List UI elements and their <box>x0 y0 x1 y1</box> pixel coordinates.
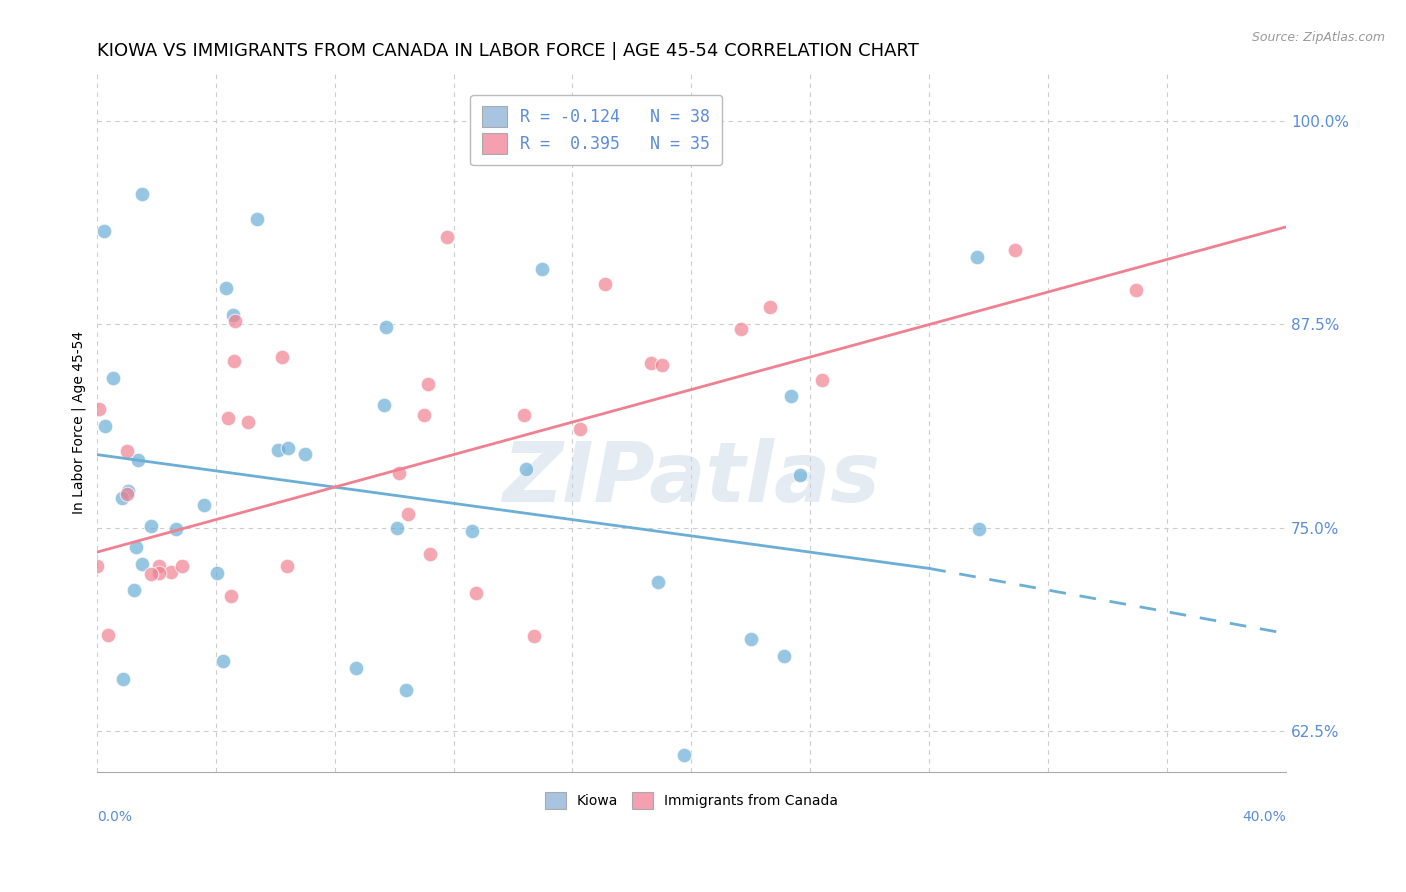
Point <box>647 574 669 589</box>
Point <box>214 281 236 295</box>
Point <box>276 559 298 574</box>
Point <box>222 354 245 368</box>
Point <box>394 682 416 697</box>
Point <box>238 415 260 429</box>
Point <box>515 462 537 476</box>
Point <box>523 629 546 643</box>
Point <box>139 567 162 582</box>
Point <box>277 441 299 455</box>
Point <box>967 522 990 536</box>
Point <box>131 187 153 202</box>
Point <box>139 518 162 533</box>
Point <box>224 314 246 328</box>
Point <box>127 453 149 467</box>
Point <box>212 653 235 667</box>
Legend: Kiowa, Immigrants from Canada: Kiowa, Immigrants from Canada <box>537 783 846 817</box>
Point <box>193 498 215 512</box>
Point <box>125 540 148 554</box>
Point <box>593 277 616 291</box>
Point <box>464 585 486 599</box>
Point <box>373 398 395 412</box>
Point <box>96 628 118 642</box>
Point <box>94 419 117 434</box>
Point <box>87 402 110 417</box>
Text: KIOWA VS IMMIGRANTS FROM CANADA IN LABOR FORCE | AGE 45-54 CORRELATION CHART: KIOWA VS IMMIGRANTS FROM CANADA IN LABOR… <box>97 42 918 60</box>
Text: Source: ZipAtlas.com: Source: ZipAtlas.com <box>1251 31 1385 45</box>
Point <box>412 408 434 422</box>
Point <box>758 300 780 314</box>
Point <box>115 443 138 458</box>
Point <box>294 448 316 462</box>
Y-axis label: In Labor Force | Age 45-54: In Labor Force | Age 45-54 <box>72 331 86 514</box>
Point <box>789 467 811 482</box>
Point <box>418 376 440 391</box>
Point <box>436 229 458 244</box>
Point <box>385 521 408 535</box>
Point <box>165 522 187 536</box>
Point <box>388 466 411 480</box>
Text: 0.0%: 0.0% <box>97 810 132 824</box>
Point <box>640 356 662 370</box>
Point <box>117 484 139 499</box>
Point <box>1125 283 1147 297</box>
Point <box>131 557 153 571</box>
Point <box>651 359 673 373</box>
Point <box>1004 244 1026 258</box>
Point <box>531 262 554 277</box>
Point <box>740 632 762 647</box>
Point <box>86 559 108 574</box>
Point <box>222 308 245 322</box>
Point <box>568 422 591 436</box>
Point <box>103 371 125 385</box>
Point <box>111 491 134 505</box>
Point <box>780 388 803 402</box>
Point <box>730 322 752 336</box>
Point <box>148 558 170 573</box>
Point <box>205 566 228 580</box>
Point <box>172 558 194 573</box>
Point <box>966 250 988 264</box>
Point <box>122 582 145 597</box>
Point <box>513 408 536 422</box>
Point <box>672 748 695 763</box>
Point <box>270 351 292 365</box>
Point <box>419 547 441 561</box>
Point <box>217 410 239 425</box>
Text: 40.0%: 40.0% <box>1243 810 1286 824</box>
Point <box>115 487 138 501</box>
Point <box>772 648 794 663</box>
Point <box>375 319 398 334</box>
Point <box>811 373 834 387</box>
Text: ZIPatlas: ZIPatlas <box>502 437 880 518</box>
Point <box>148 566 170 580</box>
Point <box>246 212 269 227</box>
Point <box>344 661 367 675</box>
Point <box>93 223 115 237</box>
Point <box>460 524 482 538</box>
Point <box>267 443 290 458</box>
Point <box>160 565 183 579</box>
Point <box>112 672 135 686</box>
Point <box>219 589 242 603</box>
Point <box>396 507 419 521</box>
